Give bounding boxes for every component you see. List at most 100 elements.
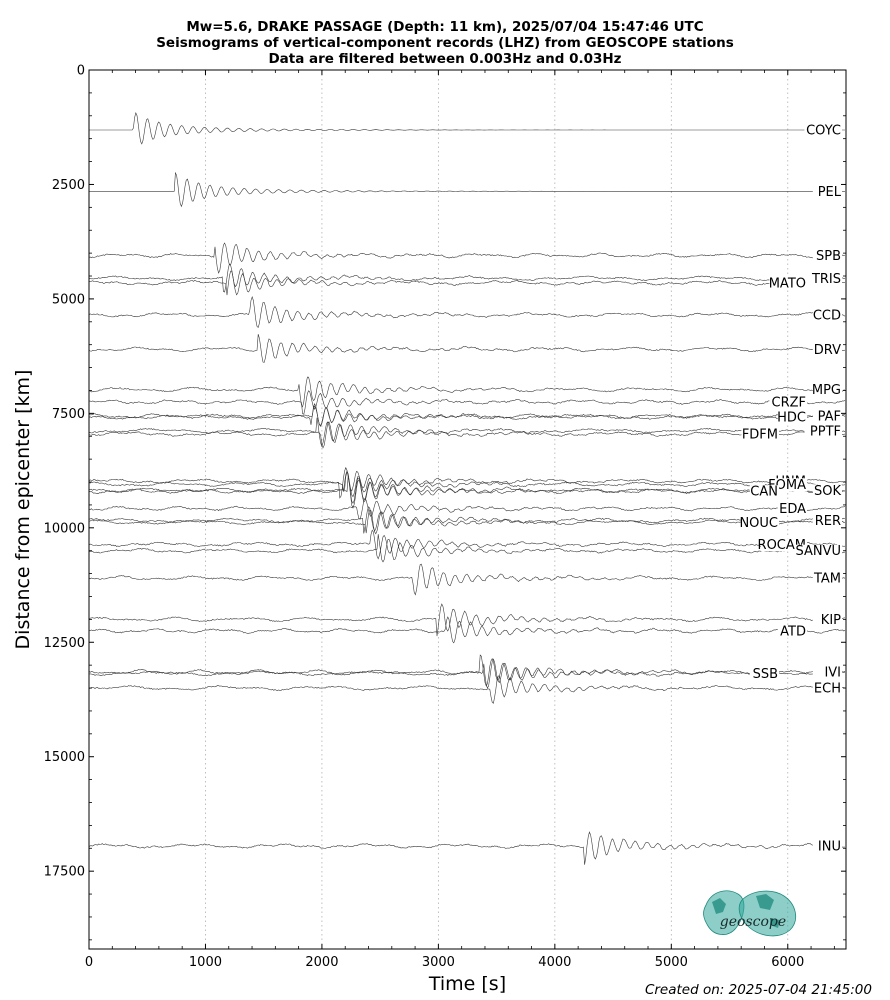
y-tick-label: 2500 xyxy=(52,178,85,193)
axis-ticks: 0 1000 2000 3000 4000 5000 6000 0 2500 5000 7500 10… xyxy=(44,64,846,970)
vertical-grid xyxy=(205,70,789,949)
trace-ccd xyxy=(88,295,846,329)
station-label-backing xyxy=(812,682,842,696)
trace-rer xyxy=(88,506,846,534)
station-label-spb: SPB xyxy=(816,249,841,264)
trace-mato xyxy=(89,270,846,296)
trace-mpg xyxy=(88,376,846,408)
station-label-ssb: SSB xyxy=(753,667,778,682)
station-label-ccd: CCD xyxy=(813,308,841,323)
trace-nouc xyxy=(88,509,846,535)
station-labels: COYC PEL SPB TRIS MATO CCD DRV MPG CRZF PAF HDC PPT… xyxy=(739,123,842,854)
station-label-backing xyxy=(777,411,807,425)
station-label-tris: TRIS xyxy=(811,272,841,287)
title-line-1: Mw=5.6, DRAKE PASSAGE (Depth: 11 km), 20… xyxy=(186,19,703,35)
station-label-backing xyxy=(749,667,779,681)
station-label-sanvu: SANVU xyxy=(795,544,841,559)
station-label-coyc: COYC xyxy=(806,123,841,138)
station-label-atd: ATD xyxy=(780,624,806,639)
station-label-hdc: HDC xyxy=(777,411,806,426)
station-label-backing xyxy=(812,249,842,263)
y-tick-label: 15000 xyxy=(44,750,85,765)
trace-hdc xyxy=(88,403,846,427)
x-tick-label: 0 xyxy=(85,955,93,970)
y-tick-label: 7500 xyxy=(52,407,85,422)
geoscope-logo: geoscope xyxy=(703,890,797,937)
x-tick-label: 1000 xyxy=(189,955,222,970)
station-label-backing xyxy=(804,123,842,137)
plot-frame xyxy=(88,69,847,950)
y-tick-label: 5000 xyxy=(52,292,85,307)
logo-land-mass xyxy=(712,894,780,928)
station-label-rocam: ROCAM xyxy=(758,538,806,553)
station-label-mpg: MPG xyxy=(812,383,841,398)
trace-sok xyxy=(88,470,846,504)
x-tick-label: 4000 xyxy=(538,955,571,970)
x-tick-label: 6000 xyxy=(771,955,804,970)
trace-foma xyxy=(88,470,846,498)
y-tick-label: 12500 xyxy=(44,636,85,651)
station-label-backing xyxy=(796,544,842,558)
station-label-backing xyxy=(769,395,807,409)
trace-can xyxy=(88,475,846,509)
station-label-backing xyxy=(812,383,842,397)
station-label-ech: ECH xyxy=(814,682,841,697)
y-axis-label: Distance from epicenter [km] xyxy=(12,370,34,650)
x-axis-label: Time [s] xyxy=(428,973,506,995)
station-label-backing xyxy=(777,502,807,516)
trace-unm xyxy=(88,466,846,499)
station-label-paf: PAF xyxy=(818,410,841,425)
y-tick-label: 17500 xyxy=(44,865,85,880)
station-label-pptf: PPTF xyxy=(810,424,841,439)
station-label-rer: RER xyxy=(815,514,841,529)
station-label-backing xyxy=(812,514,842,528)
station-label-crzf: CRZF xyxy=(772,395,807,410)
seismogram-traces xyxy=(88,111,846,865)
trace-crzf xyxy=(88,390,846,415)
station-label-tam: TAM xyxy=(813,572,841,587)
station-label-backing xyxy=(812,572,842,586)
x-tick-label: 3000 xyxy=(422,955,455,970)
logo-right-lobe xyxy=(738,890,797,937)
trace-kip xyxy=(88,603,846,637)
station-label-backing xyxy=(741,427,779,441)
trace-tris xyxy=(88,263,846,293)
station-label-backing xyxy=(812,613,842,627)
creation-timestamp: Created on: 2025-07-04 21:45:00 xyxy=(644,982,872,998)
station-label-mato: MATO xyxy=(769,276,806,291)
x-tick-label: 5000 xyxy=(655,955,688,970)
trace-sanvu xyxy=(88,534,846,563)
station-label-backing xyxy=(761,538,807,552)
trace-pel xyxy=(89,171,845,208)
title-line-3: Data are filtered between 0.003Hz and 0.… xyxy=(268,51,621,67)
trace-paf xyxy=(88,405,845,427)
station-label-sok: SOK xyxy=(814,484,841,499)
trace-inu xyxy=(88,831,846,865)
trace-ech xyxy=(89,675,846,704)
station-label-backing xyxy=(812,666,842,680)
station-label-can: CAN xyxy=(750,485,778,500)
station-label-backing xyxy=(777,624,807,638)
station-label-fdfm: FDFM xyxy=(742,427,778,442)
trace-rocam xyxy=(88,529,846,560)
station-label-inu: INU xyxy=(818,839,841,854)
station-label-pel: PEL xyxy=(818,185,842,200)
trace-eda xyxy=(88,497,846,520)
trace-tam xyxy=(88,563,846,596)
station-label-backing xyxy=(812,839,842,853)
trace-ivi xyxy=(88,654,846,687)
station-label-drv: DRV xyxy=(814,343,841,358)
station-label-backing xyxy=(812,308,842,322)
trace-atd xyxy=(88,616,846,644)
trace-drv xyxy=(88,334,846,363)
station-label-ivi: IVI xyxy=(824,666,841,681)
trace-spb xyxy=(88,242,846,274)
station-label-backing xyxy=(741,516,779,530)
logo-text: geoscope xyxy=(720,914,786,930)
station-label-backing xyxy=(812,410,842,424)
title-line-2: Seismograms of vertical-component record… xyxy=(156,35,734,51)
trace-coyc xyxy=(89,111,845,145)
station-label-backing xyxy=(812,484,842,498)
station-label-eda: EDA xyxy=(779,502,806,517)
